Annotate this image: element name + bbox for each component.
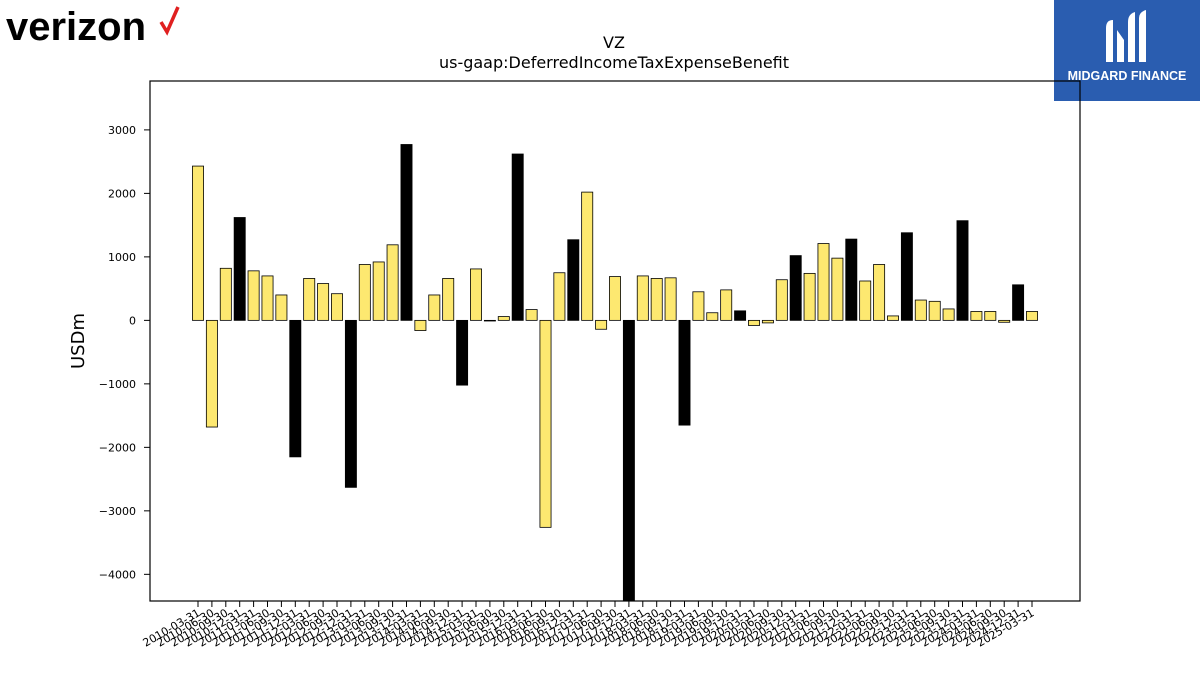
bar-2015-09-30 xyxy=(497,316,510,321)
bar-2013-09-30 xyxy=(386,244,399,321)
bars-group xyxy=(192,144,1038,602)
bar-2013-03-31 xyxy=(358,264,371,321)
bar-2015-06-30 xyxy=(483,319,496,322)
bar-2013-12-31 xyxy=(400,144,413,321)
bar-2017-12-31 xyxy=(622,319,635,602)
bar-2012-06-30 xyxy=(317,283,330,321)
bar-2025-03-31 xyxy=(1026,311,1038,321)
bar-2019-12-31 xyxy=(734,310,747,321)
bar-2011-03-31 xyxy=(247,270,260,321)
bar-2019-09-30 xyxy=(720,289,733,321)
bar-2010-06-30 xyxy=(205,319,218,428)
bar-2022-03-31 xyxy=(859,280,872,321)
bar-2012-03-31 xyxy=(303,278,316,321)
bar-2019-06-30 xyxy=(706,312,719,321)
bar-2019-03-31 xyxy=(692,291,705,321)
bar-2024-06-30 xyxy=(984,311,997,321)
bar-2022-09-30 xyxy=(887,315,899,321)
verizon-logo: verizon xyxy=(6,2,181,52)
y-tick-label: 3000 xyxy=(108,124,136,137)
bar-2016-09-30 xyxy=(553,272,566,321)
bar-2020-09-30 xyxy=(775,279,788,321)
y-tick-label: 1000 xyxy=(108,251,136,264)
bar-2022-12-31 xyxy=(900,232,913,321)
bar-2017-09-30 xyxy=(609,276,621,321)
bar-2021-12-31 xyxy=(845,238,858,321)
bar-2018-06-30 xyxy=(650,278,663,321)
bar-2024-12-31 xyxy=(1012,284,1025,321)
bar-2016-06-30 xyxy=(539,319,552,528)
bar-2014-06-30 xyxy=(428,294,441,321)
bar-2017-06-30 xyxy=(595,319,608,330)
bar-2014-12-31 xyxy=(456,319,469,386)
y-tick-label: 2000 xyxy=(108,187,136,200)
checkmark-icon xyxy=(159,6,180,36)
bar-2015-12-31 xyxy=(511,153,524,321)
bar-2014-03-31 xyxy=(414,319,427,331)
y-tick-label: −4000 xyxy=(99,568,136,581)
bar-2011-06-30 xyxy=(261,275,274,321)
bar-2010-03-31 xyxy=(192,165,204,321)
x-axis: 2010-03-312010-06-302010-09-302010-12-31… xyxy=(141,601,1037,650)
bar-2020-03-31 xyxy=(748,319,760,326)
y-axis: −4000 −3000 −2000 −1000 0 1000 2000 3000 xyxy=(99,124,150,581)
bar-2021-03-31 xyxy=(803,272,816,321)
bar-2015-03-31 xyxy=(470,268,482,321)
verizon-logo-text: verizon xyxy=(6,5,146,49)
bar-2010-12-31 xyxy=(233,217,246,321)
bar-2014-09-30 xyxy=(442,278,455,321)
bar-2017-03-31 xyxy=(581,191,594,321)
y-tick-label: −3000 xyxy=(99,505,136,518)
bar-2012-09-30 xyxy=(331,293,343,321)
bar-2023-09-30 xyxy=(942,308,955,321)
bar-2011-09-30 xyxy=(275,294,288,321)
bar-2016-12-31 xyxy=(567,239,580,321)
bar-2020-06-30 xyxy=(761,319,774,324)
bar-2010-09-30 xyxy=(219,267,232,321)
midgard-logo-text: MIDGARD FINANCE xyxy=(1068,69,1187,83)
y-tick-label: 0 xyxy=(129,314,136,327)
bar-2018-12-31 xyxy=(678,319,691,426)
bar-2018-09-30 xyxy=(664,277,677,321)
bar-2012-12-31 xyxy=(344,319,357,488)
y-tick-label: −2000 xyxy=(99,441,136,454)
bar-2018-03-31 xyxy=(636,275,649,321)
bar-2021-06-30 xyxy=(817,243,830,321)
bar-2011-12-31 xyxy=(289,319,302,458)
chart-title: VZ xyxy=(603,33,625,52)
bar-2024-03-31 xyxy=(970,311,983,321)
bar-2020-12-31 xyxy=(789,255,802,321)
bar-2021-09-30 xyxy=(831,257,844,321)
bar-2023-06-30 xyxy=(928,300,941,321)
y-axis-label: USDm xyxy=(68,313,89,369)
bar-2023-12-31 xyxy=(956,220,969,321)
bar-2024-09-30 xyxy=(998,319,1011,323)
midgard-emblem-icon xyxy=(1106,10,1146,62)
bar-2023-03-31 xyxy=(914,299,927,321)
bar-2013-06-30 xyxy=(372,261,385,321)
bar-2022-06-30 xyxy=(873,264,886,321)
midgard-finance-logo: MIDGARD FINANCE xyxy=(1054,0,1200,101)
y-tick-label: −1000 xyxy=(99,378,136,391)
chart-subtitle: us-gaap:DeferredIncomeTaxExpenseBenefit xyxy=(439,53,789,72)
bar-2016-03-31 xyxy=(525,309,538,321)
plot-frame xyxy=(149,80,1081,602)
